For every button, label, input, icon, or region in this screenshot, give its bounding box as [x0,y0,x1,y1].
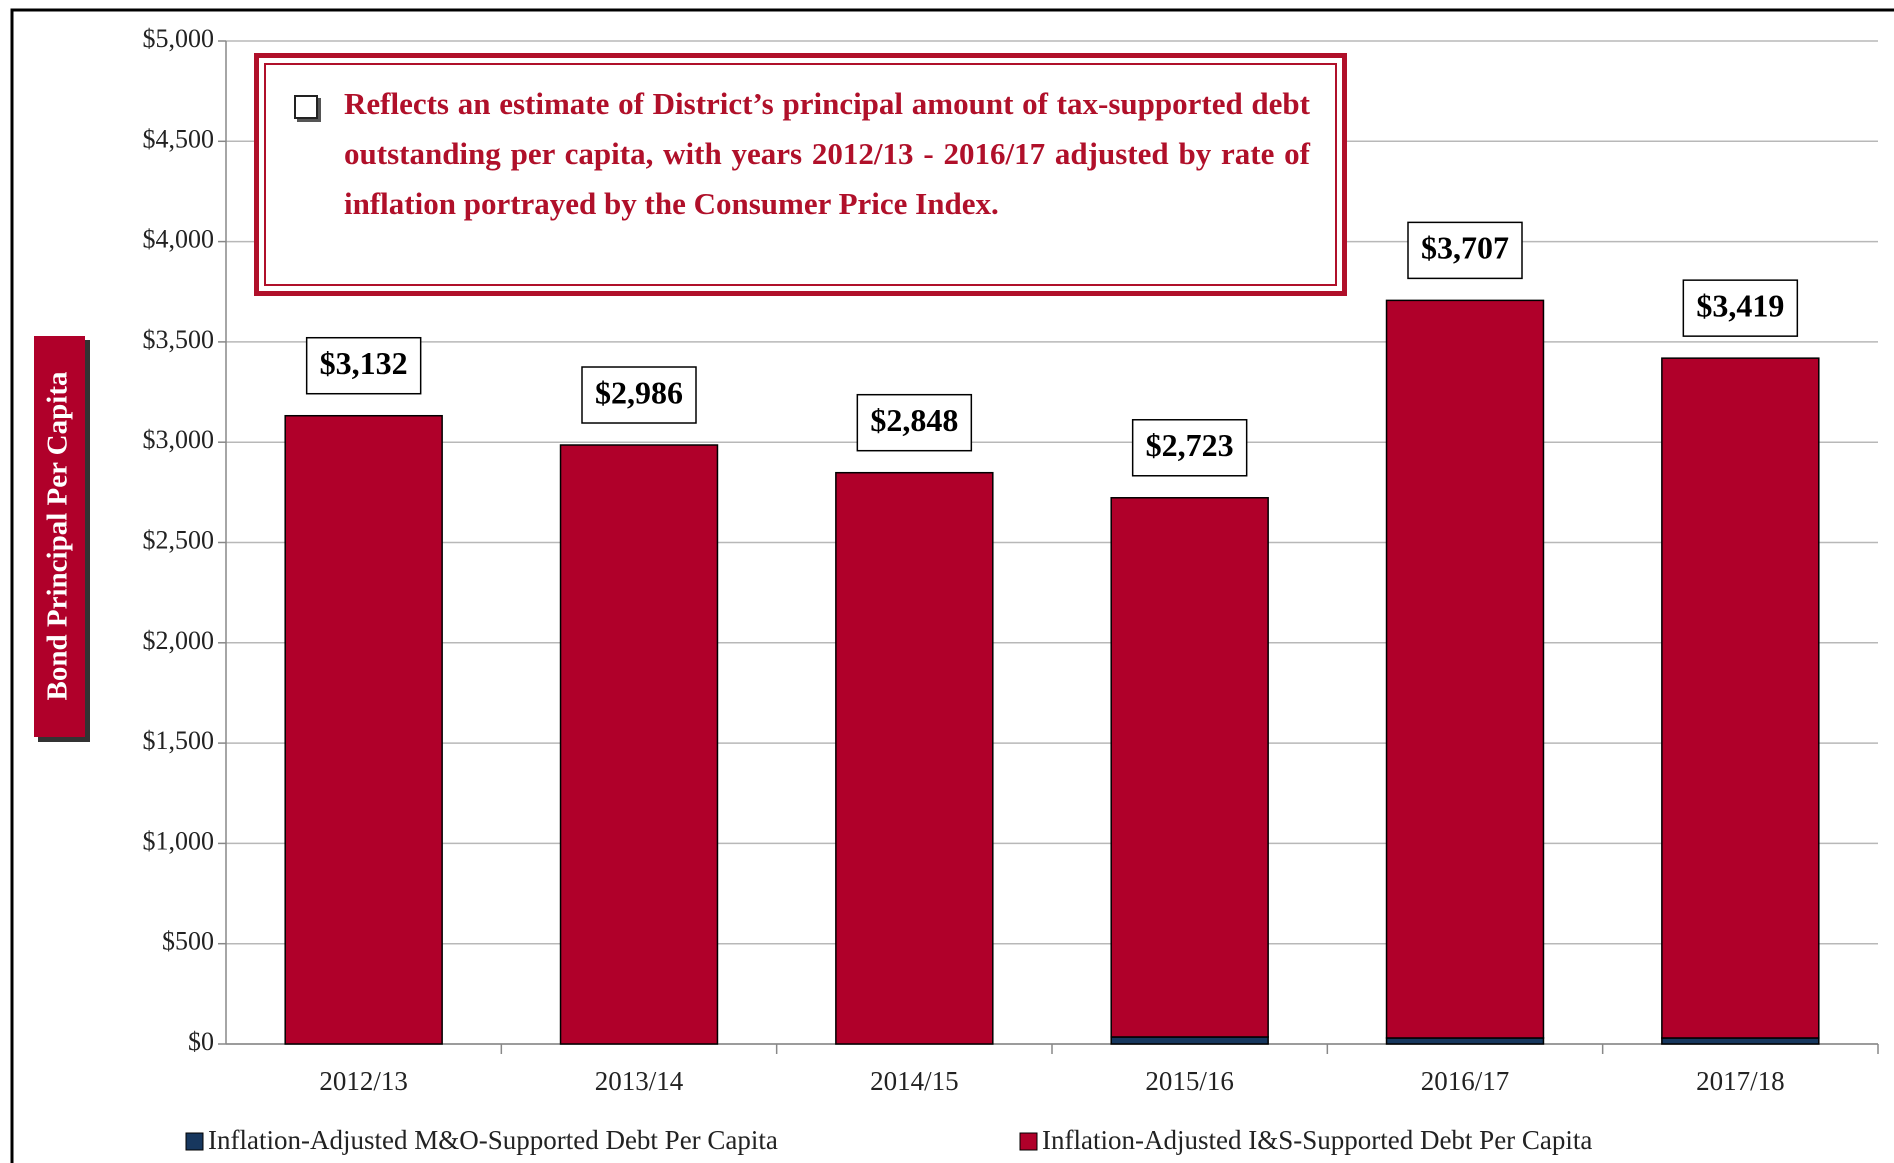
x-tick-label: 2016/17 [1421,1066,1510,1096]
y-tick-label: $500 [162,927,214,956]
bar-segment [1661,1037,1820,1045]
data-label-box [1407,221,1523,280]
annotation-box: Reflects an estimate of District’s princ… [254,53,1347,296]
legend-label: Inflation-Adjusted I&S-Supported Debt Pe… [1042,1125,1592,1155]
data-label: $2,848 [870,402,958,438]
data-label-box [581,366,697,424]
annotation-inner: Reflects an estimate of District’s princ… [264,63,1337,286]
bar-segment [559,444,719,1045]
annotation-bullet [294,95,318,119]
y-tick-label: $2,000 [143,626,215,655]
bar-segment [1385,299,1545,1039]
x-tick-label: 2015/16 [1145,1066,1234,1096]
data-label-box [1682,279,1799,337]
bar-segment [1110,1036,1269,1045]
frame [10,8,1894,1163]
y-label-box [34,336,85,737]
annotation: Reflects an estimate of District’s princ… [344,86,1310,221]
bar-segment [1385,1037,1545,1045]
legend-swatch [1019,1132,1038,1151]
x-tick-label: 2013/14 [595,1066,684,1096]
data-label: $2,986 [595,374,683,410]
y-tick-label: $3,000 [143,425,215,454]
data-label-box [856,393,973,452]
data-label: $3,419 [1696,287,1784,323]
y-tick-label: $2,500 [143,525,215,554]
y-tick-label: $1,500 [143,726,215,755]
y-tick-label: $3,500 [143,325,215,354]
legend-label: Inflation-Adjusted M&O-Supported Debt Pe… [208,1125,778,1155]
y-tick-label: $0 [188,1027,214,1056]
data-label-box [305,336,422,395]
x-tick-label: 2012/13 [319,1066,408,1096]
y-tick-label: $4,500 [143,124,215,153]
x-tick-label: 2017/18 [1696,1066,1785,1096]
data-label: $3,132 [320,345,408,381]
data-label: $2,723 [1146,427,1234,463]
y-tick-label: $1,000 [143,826,215,855]
data-label: $3,707 [1421,230,1509,266]
bar-segment [284,414,443,1045]
bar-segment [1661,357,1820,1039]
bar-segment [1110,497,1269,1038]
y-axis-label: Bond Principal Per Capita [42,371,74,700]
x-tick-label: 2014/15 [870,1066,959,1096]
data-label-box [1131,419,1248,477]
y-tick-label: $4,000 [143,225,215,254]
bar-segment [835,471,994,1045]
y-tick-label: $5,000 [143,24,215,53]
legend-swatch [185,1132,204,1151]
